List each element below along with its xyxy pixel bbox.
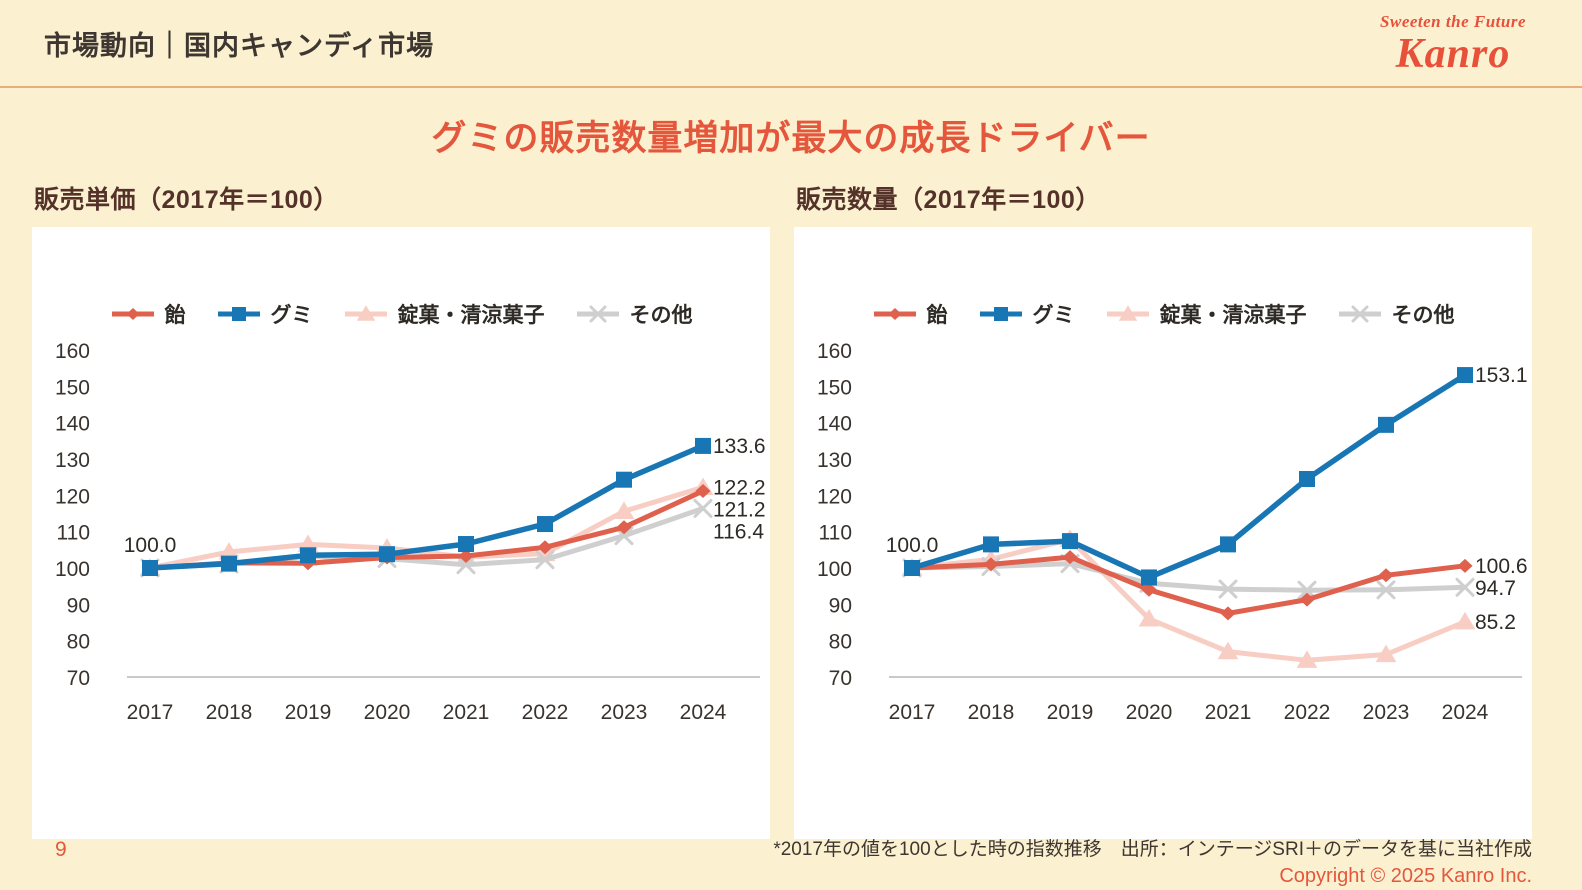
svg-text:121.2: 121.2 (713, 498, 766, 521)
svg-text:80: 80 (67, 631, 90, 654)
svg-text:100: 100 (817, 558, 852, 581)
chart-title-unit-price: 販売単価（2017年＝100） (34, 186, 339, 214)
legend-label: その他 (1391, 304, 1455, 327)
page-number: 9 (55, 838, 67, 861)
svg-text:2018: 2018 (968, 701, 1015, 724)
svg-text:85.2: 85.2 (1475, 611, 1516, 634)
page-title: 市場動向｜国内キャンディ市場 (44, 31, 435, 61)
svg-text:100.6: 100.6 (1475, 555, 1528, 578)
legend-item-飴: 飴 (872, 299, 948, 329)
diamond-marker-icon (873, 308, 916, 320)
charts-row: 販売単価（2017年＝100） 飴グミ 錠菓・清涼菓子 その他 160 150 140 1… (32, 180, 1532, 839)
svg-text:150: 150 (817, 376, 852, 399)
header-divider (0, 86, 1582, 88)
x-marker-icon (1338, 305, 1381, 323)
source-note: *2017年の値を100とした時の指数推移 出所：インテージSRI＋のデータを基… (773, 839, 1532, 860)
svg-text:150: 150 (55, 376, 90, 399)
volume-line-chart: 160 150 140 130 120 110 100 90 80 70 2017 2018 2019 2… (817, 340, 1528, 724)
chart-block-unit-price: 販売単価（2017年＝100） 飴グミ 錠菓・清涼菓子 その他 160 150 140 1… (32, 180, 770, 839)
legend-item-その他: その他 (1337, 299, 1455, 329)
svg-text:70: 70 (67, 667, 90, 690)
legend-label: 錠菓・清涼菓子 (397, 304, 545, 327)
svg-text:2019: 2019 (1047, 701, 1094, 724)
chart-block-volume: 販売数量（2017年＝100） 飴グミ 錠菓・清涼菓子 その他 160 150 140 1… (794, 180, 1532, 839)
svg-text:2017: 2017 (889, 701, 936, 724)
volume-chart-legend: 飴 グミ 錠菓・清涼菓子 その他 (794, 299, 1532, 329)
svg-text:110: 110 (819, 522, 852, 545)
svg-text:120: 120 (55, 485, 90, 508)
svg-text:133.6: 133.6 (713, 435, 766, 458)
svg-text:2019: 2019 (285, 701, 332, 724)
square-marker-icon (979, 307, 1022, 321)
svg-text:100.0: 100.0 (124, 534, 177, 557)
legend-label: 飴 (164, 304, 186, 327)
svg-text:160: 160 (817, 340, 852, 363)
triangle-marker-icon (1106, 305, 1149, 321)
svg-text:116.4: 116.4 (713, 520, 764, 543)
svg-text:140: 140 (817, 413, 852, 436)
svg-text:2017: 2017 (127, 701, 174, 724)
footer-notes: *2017年の値を100とした時の指数推移 出所：インテージSRI＋のデータを基… (773, 834, 1532, 888)
slide-headline: グミの販売数量増加が最大の成長ドライバー (431, 119, 1151, 158)
svg-text:130: 130 (817, 449, 852, 472)
svg-text:100.0: 100.0 (886, 534, 939, 557)
legend-label: グミ (270, 304, 313, 327)
kanro-logo: Sweeten the Future Kanro (1380, 12, 1526, 76)
legend-item-飴: 飴 (110, 299, 186, 329)
series-グミ (142, 437, 711, 576)
svg-text:130: 130 (55, 449, 90, 472)
unit-price-line-chart: 160 150 140 130 120 110 100 90 80 70 2017 2018 2019 2… (55, 340, 766, 724)
svg-text:120: 120 (817, 485, 852, 508)
svg-text:2024: 2024 (1442, 701, 1489, 724)
svg-text:2023: 2023 (1363, 701, 1410, 724)
svg-text:2023: 2023 (601, 701, 648, 724)
legend-item-錠菓・清涼菓子: 錠菓・清涼菓子 (343, 299, 545, 329)
svg-text:2018: 2018 (206, 701, 253, 724)
svg-text:140: 140 (55, 413, 90, 436)
legend-item-その他: その他 (575, 299, 693, 329)
legend-label: その他 (629, 304, 693, 327)
diamond-marker-icon (111, 308, 154, 320)
legend-label: 飴 (926, 304, 948, 327)
svg-text:153.1: 153.1 (1475, 364, 1528, 387)
svg-text:122.2: 122.2 (713, 476, 766, 499)
svg-text:2022: 2022 (1284, 701, 1331, 724)
svg-text:2020: 2020 (364, 701, 411, 724)
legend-label: グミ (1032, 304, 1075, 327)
svg-text:90: 90 (829, 594, 852, 617)
legend-item-グミ: グミ (978, 299, 1075, 329)
chart-title-volume: 販売数量（2017年＝100） (796, 186, 1101, 214)
svg-text:70: 70 (829, 667, 852, 690)
series-グミ (904, 367, 1473, 586)
svg-text:2022: 2022 (522, 701, 569, 724)
svg-text:2024: 2024 (680, 701, 727, 724)
copyright: Copyright © 2025 Kanro Inc. (1279, 865, 1532, 887)
legend-item-錠菓・清涼菓子: 錠菓・清涼菓子 (1105, 299, 1307, 329)
unit-price-chart-panel: 飴 グミ 錠菓・清涼菓子 その他 160 150 140 130 120 110 100 90 80 7… (32, 227, 770, 839)
square-marker-icon (217, 307, 260, 321)
volume-chart-panel: 飴 グミ 錠菓・清涼菓子 その他 160 150 140 130 120 110 100 90 80 7… (794, 227, 1532, 839)
legend-item-グミ: グミ (216, 299, 313, 329)
svg-text:2021: 2021 (1205, 701, 1252, 724)
svg-text:160: 160 (55, 340, 90, 363)
logo-brand: Kanro (1395, 31, 1511, 77)
svg-text:90: 90 (67, 594, 90, 617)
svg-text:2021: 2021 (443, 701, 490, 724)
triangle-marker-icon (344, 305, 387, 321)
svg-text:100: 100 (55, 558, 90, 581)
legend-label: 錠菓・清涼菓子 (1159, 304, 1307, 327)
svg-text:2020: 2020 (1126, 701, 1173, 724)
x-marker-icon (576, 305, 619, 323)
unit-price-chart-legend: 飴 グミ 錠菓・清涼菓子 その他 (32, 299, 770, 329)
svg-text:94.7: 94.7 (1475, 577, 1516, 600)
logo-tagline: Sweeten the Future (1380, 12, 1526, 31)
svg-text:80: 80 (829, 631, 852, 654)
svg-text:110: 110 (57, 522, 90, 545)
